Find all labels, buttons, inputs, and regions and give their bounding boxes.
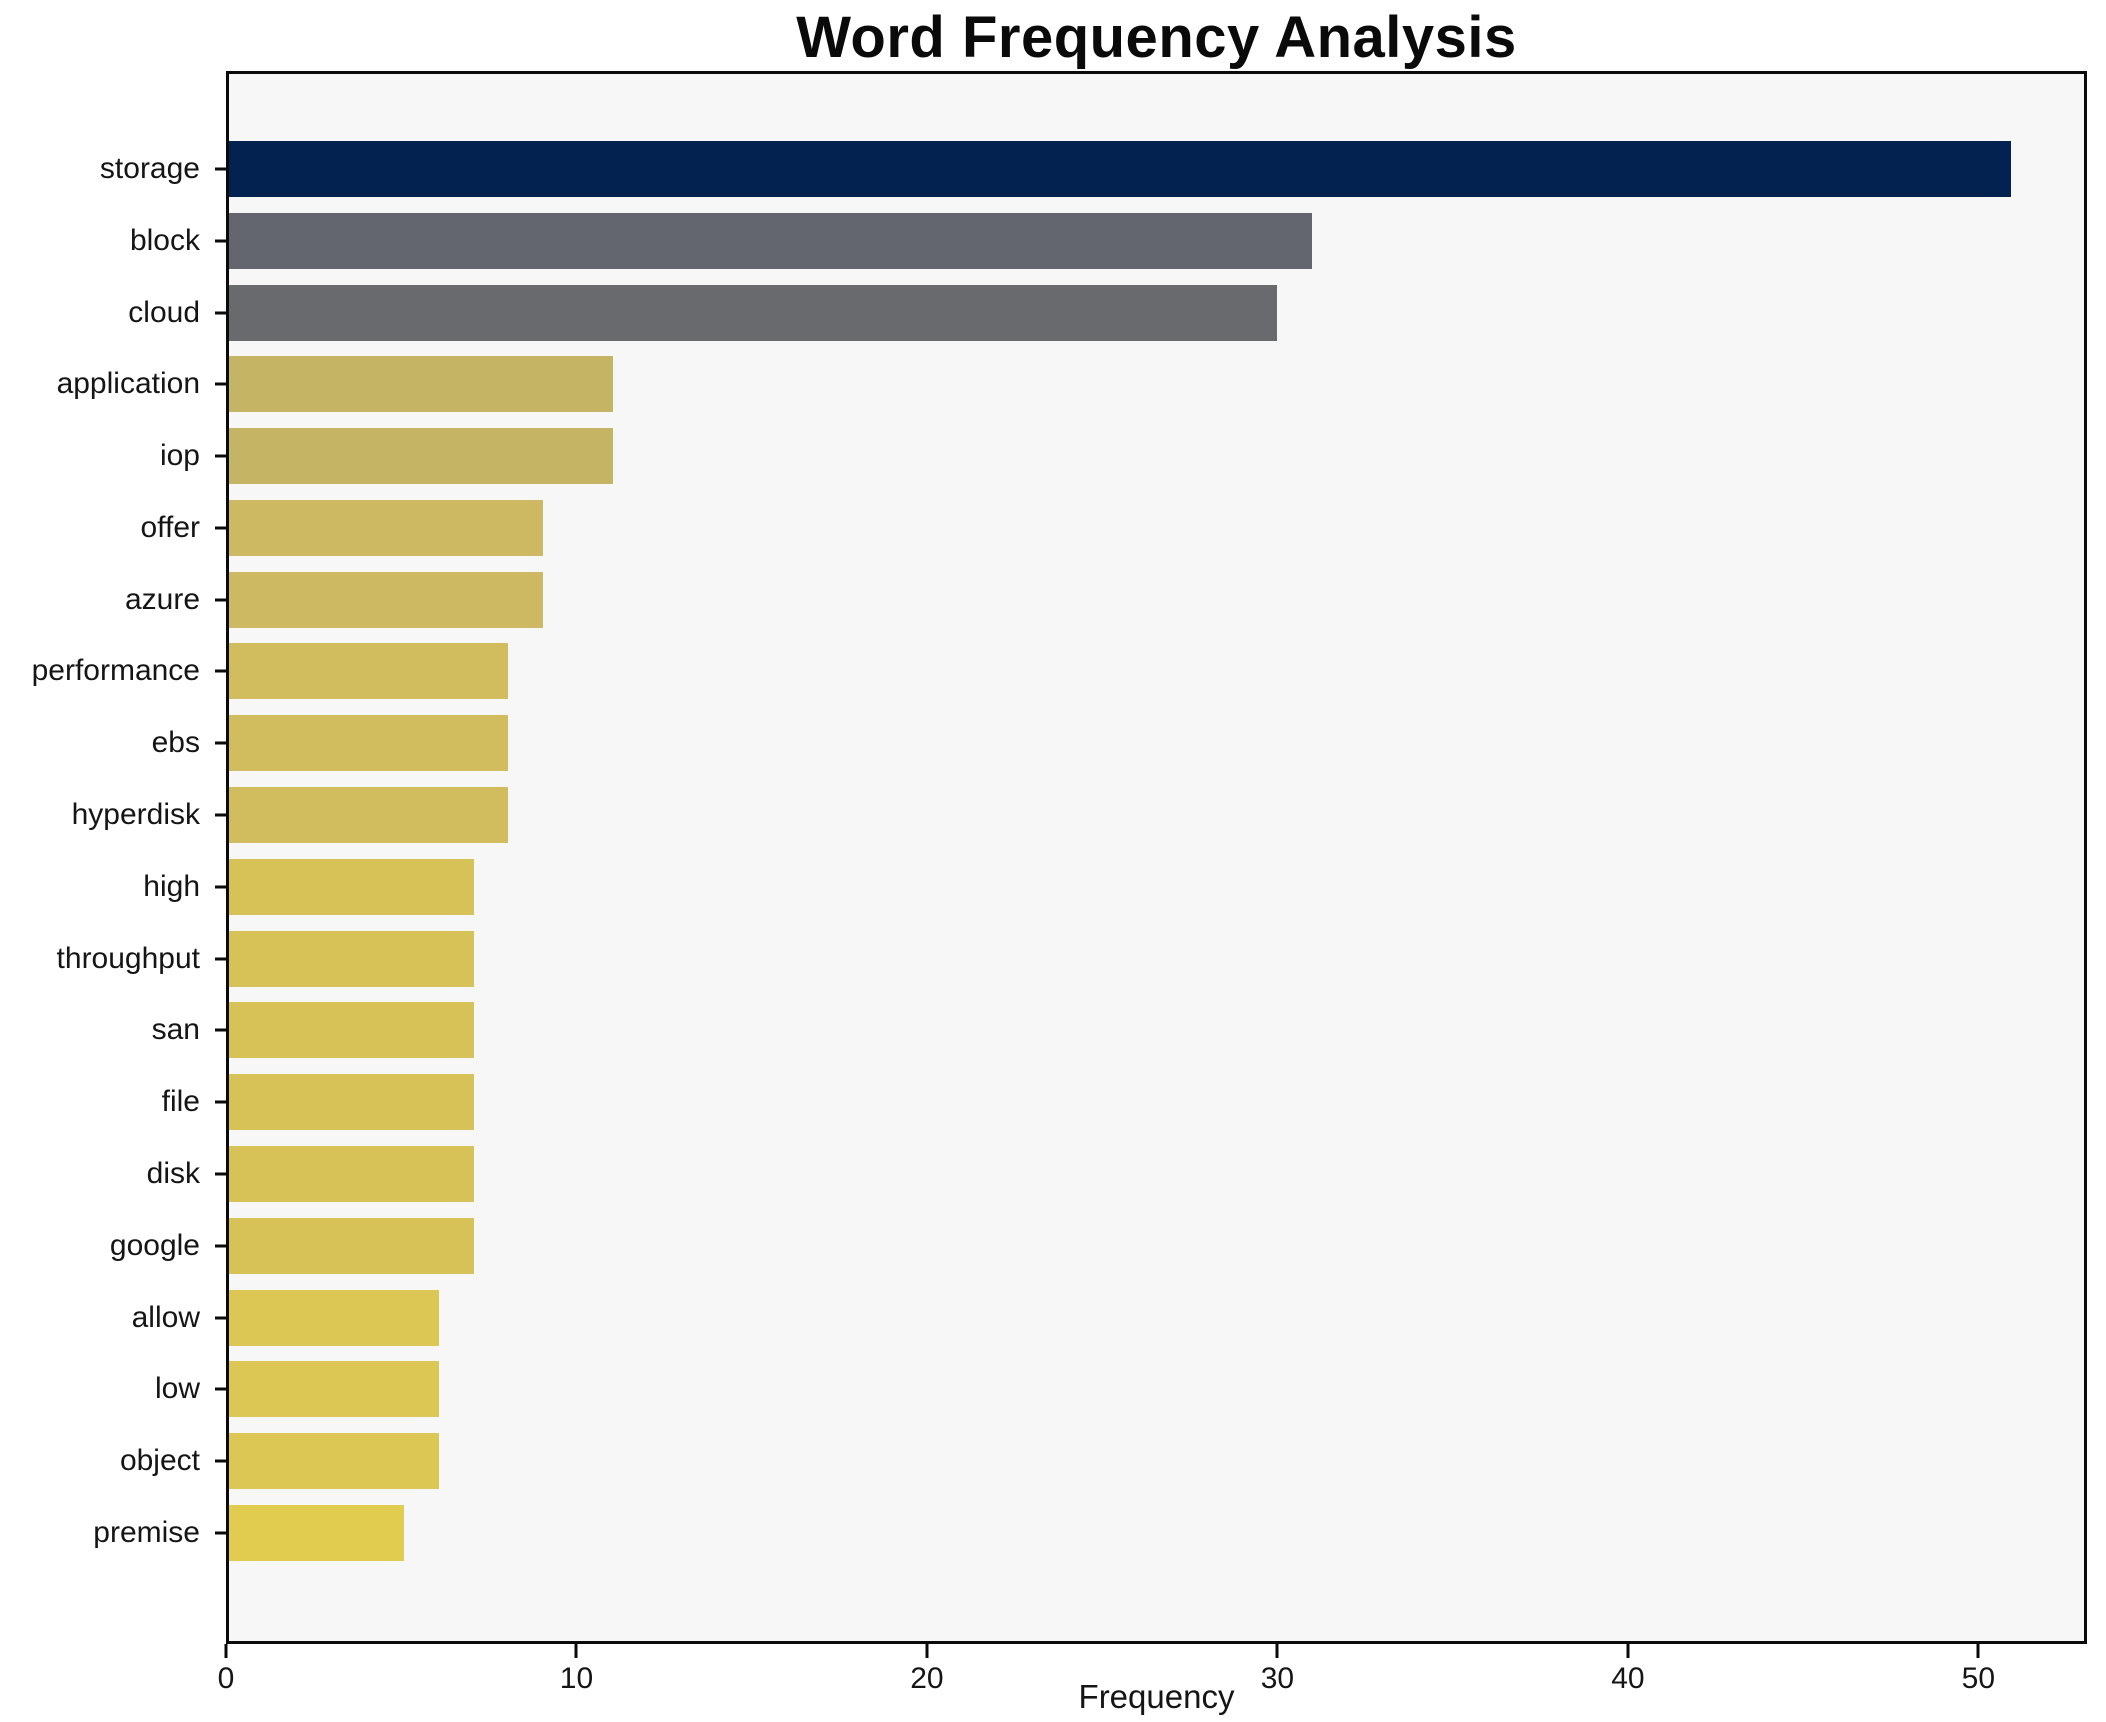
chart-title: Word Frequency Analysis <box>796 5 1517 70</box>
bar-row: object <box>120 1433 2084 1490</box>
y-axis-label: block <box>129 223 200 257</box>
x-tick-label: 30 <box>1260 1662 1295 1695</box>
bar-san <box>229 1002 474 1059</box>
bar-azure <box>229 571 544 628</box>
bar-storage <box>229 141 2011 197</box>
bar-row: throughput <box>57 930 2084 987</box>
x-tick-label: 40 <box>1611 1662 1645 1695</box>
bar-allow <box>229 1289 439 1346</box>
y-tick-mark <box>215 167 229 171</box>
bar-google <box>229 1217 474 1274</box>
y-tick-mark <box>215 239 229 243</box>
y-axis-label: application <box>56 367 200 401</box>
y-tick-mark <box>215 526 229 530</box>
y-axis-label: azure <box>124 582 200 616</box>
y-axis-label: performance <box>31 654 200 688</box>
y-axis-label: ebs <box>151 726 200 760</box>
bar-rows-container: storage block cloud application iop offer azur… <box>32 141 2084 1561</box>
y-tick-mark <box>215 311 229 315</box>
bar-row: hyperdisk <box>72 787 2084 844</box>
y-axis-label: hyperdisk <box>71 798 200 832</box>
bar-object <box>229 1433 439 1490</box>
bar-disk <box>229 1145 474 1202</box>
bar-row: san <box>152 1002 2084 1059</box>
plot-area: storage block cloud application iop offer azur… <box>32 71 2087 1644</box>
y-tick-mark <box>215 1531 229 1535</box>
y-axis-label: disk <box>146 1156 200 1190</box>
x-tick-label: 0 <box>217 1662 235 1695</box>
bar-application <box>229 356 614 413</box>
bar-low <box>229 1361 439 1418</box>
x-tick-label: 50 <box>1961 1662 1996 1695</box>
x-tick-mark <box>224 1644 228 1658</box>
y-tick-mark <box>215 1459 229 1463</box>
y-axis-label: google <box>109 1228 200 1262</box>
y-tick-mark <box>215 957 229 961</box>
bar-throughput <box>229 930 474 987</box>
x-tick-mark <box>925 1644 929 1658</box>
x-tick-mark <box>1275 1644 1279 1658</box>
bar-row: performance <box>32 643 2084 700</box>
bar-row: application <box>57 356 2084 413</box>
y-tick-mark <box>215 813 229 817</box>
bar-hyperdisk <box>229 787 509 844</box>
y-axis-label: cloud <box>128 295 200 329</box>
x-axis-title: Frequency <box>1078 1678 1235 1715</box>
y-tick-mark <box>215 741 229 745</box>
bar-row: google <box>110 1217 2084 1274</box>
y-axis-label: offer <box>140 510 201 544</box>
y-tick-mark <box>215 454 229 458</box>
y-axis-label: object <box>119 1444 200 1478</box>
bar-performance <box>229 643 509 700</box>
bar-row: offer <box>141 499 2084 556</box>
bar-row: premise <box>93 1504 2084 1561</box>
bar-row: high <box>143 858 2084 915</box>
bar-block <box>229 212 1312 269</box>
y-axis-label: file <box>161 1085 200 1119</box>
bar-premise <box>229 1504 404 1561</box>
bar-offer <box>229 499 544 556</box>
bar-iop <box>229 428 614 485</box>
bar-row: low <box>155 1361 2084 1418</box>
y-axis-label: low <box>154 1372 200 1406</box>
bar-ebs <box>229 715 509 772</box>
bar-row: storage <box>100 141 2084 197</box>
bar-row: azure <box>125 571 2084 628</box>
y-tick-mark <box>215 669 229 673</box>
bar-file <box>229 1074 474 1131</box>
y-tick-mark <box>215 1028 229 1032</box>
y-tick-mark <box>215 1387 229 1391</box>
bar-row: cloud <box>128 284 2084 341</box>
x-tick-label: 10 <box>559 1662 594 1695</box>
bar-row: file <box>162 1074 2084 1131</box>
bar-row: disk <box>147 1145 2084 1202</box>
y-axis-label: throughput <box>56 941 200 975</box>
y-tick-mark <box>215 1316 229 1319</box>
bar-row: block <box>130 212 2084 269</box>
bar-high <box>229 858 474 915</box>
bar-cloud <box>229 284 1278 341</box>
y-tick-mark <box>215 1244 229 1248</box>
y-axis-label: storage <box>99 152 200 185</box>
y-axis-label: high <box>143 869 200 903</box>
x-tick-label: 20 <box>910 1662 944 1695</box>
y-axis-label: allow <box>131 1300 200 1334</box>
y-axis-label: iop <box>159 439 200 473</box>
y-axis-label: premise <box>93 1515 200 1549</box>
x-tick-mark <box>1976 1644 1980 1658</box>
bar-row: iop <box>160 428 2084 485</box>
x-axis: 0 10 20 30 40 50 <box>218 1644 2087 1722</box>
y-tick-mark <box>215 1100 229 1104</box>
y-tick-mark <box>215 885 229 889</box>
y-axis-label: san <box>151 1013 200 1047</box>
y-tick-mark <box>215 1172 229 1176</box>
bar-row: ebs <box>152 715 2084 772</box>
x-tick-mark <box>1626 1644 1630 1658</box>
x-tick-mark <box>574 1644 578 1658</box>
y-tick-mark <box>215 382 229 386</box>
y-tick-mark <box>215 598 229 602</box>
bar-row: allow <box>132 1289 2084 1346</box>
